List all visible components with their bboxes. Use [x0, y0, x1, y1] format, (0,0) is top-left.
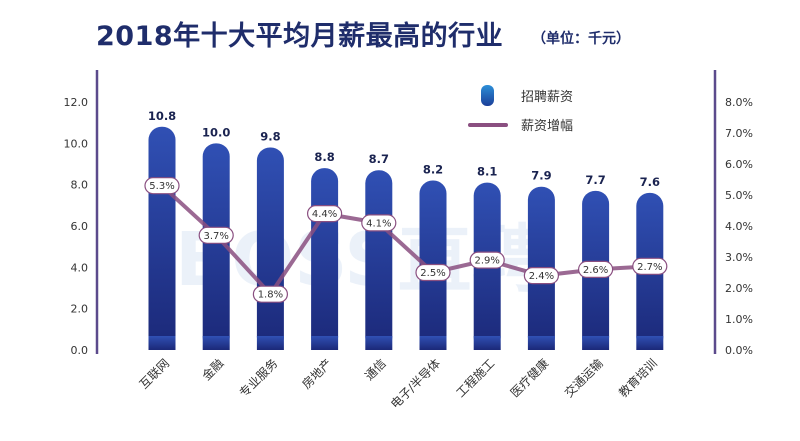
category-label: 交通运输 [561, 356, 606, 401]
bar-base [256, 336, 284, 350]
left-tick-label: 12.0 [64, 96, 89, 109]
bar-base [202, 336, 230, 350]
right-tick-label: 1.0% [725, 313, 753, 326]
unit-label: （单位：千元） [532, 31, 630, 47]
bar-base [582, 336, 610, 350]
bar-base [148, 336, 176, 350]
right-tick-label: 2.0% [725, 282, 753, 295]
growth-point-marker [307, 205, 343, 223]
right-tick-label: 7.0% [725, 127, 753, 140]
category-label: 电子/半导体 [388, 356, 443, 411]
bar-base [419, 336, 447, 350]
category-label: 医疗健康 [507, 356, 552, 401]
bar-base [365, 336, 393, 350]
bar [256, 147, 284, 350]
growth-value-label: 3.7% [203, 231, 228, 242]
right-tick-label: 3.0% [725, 251, 753, 264]
growth-value-label: 2.7% [637, 262, 662, 273]
growth-line [160, 184, 650, 297]
growth-value-label: 2.5% [420, 268, 445, 279]
bar-value-label: 8.1 [477, 165, 497, 179]
legend-bar-label: 招聘薪资 [521, 90, 573, 105]
bar-value-label: 9.8 [260, 129, 280, 143]
category-label: 房地产 [299, 356, 335, 392]
bar-base [636, 336, 664, 350]
legend-bar-swatch [481, 85, 494, 106]
growth-point-marker [252, 285, 288, 303]
growth-point-marker [632, 257, 668, 275]
growth-value-label: 2.6% [583, 265, 608, 276]
growth-point-marker [415, 263, 451, 282]
bar-base [473, 336, 501, 350]
growth-point-marker [523, 267, 560, 285]
bar-value-label: 10.0 [202, 125, 230, 139]
bar [311, 168, 339, 350]
bar-base [527, 336, 555, 350]
left-tick-label: 6.0 [71, 220, 89, 233]
category-label: 金融 [199, 356, 227, 384]
right-tick-label: 8.0% [725, 96, 753, 109]
category-label: 互联网 [137, 356, 172, 391]
bar-value-label: 8.2 [423, 163, 443, 177]
bar-value-label: 8.7 [369, 152, 389, 166]
growth-point-marker [198, 226, 234, 244]
legend-line-label: 薪资增幅 [521, 119, 573, 134]
growth-point-marker [577, 260, 614, 278]
chart-title: 2018年十大平均月薪最高的行业 [96, 21, 504, 52]
growth-value-label: 5.3% [149, 181, 174, 192]
left-tick-label: 10.0 [64, 137, 89, 150]
bar-value-label: 8.8 [314, 150, 334, 164]
right-tick-label: 6.0% [725, 158, 753, 171]
category-label: 通信 [362, 356, 389, 383]
bar [365, 170, 393, 350]
bar-value-label: 10.8 [148, 109, 176, 123]
bar [202, 143, 230, 350]
growth-value-label: 4.1% [366, 218, 391, 229]
left-tick-label: 4.0 [71, 261, 89, 274]
left-tick-label: 8.0 [71, 179, 89, 192]
left-tick-label: 0.0 [71, 344, 89, 357]
growth-value-label: 2.4% [529, 271, 554, 282]
category-label: 教育培训 [615, 356, 660, 401]
left-tick-label: 2.0 [71, 303, 89, 316]
growth-value-label: 1.8% [258, 290, 283, 301]
growth-point-marker [469, 251, 505, 269]
right-tick-label: 0.0% [725, 344, 753, 357]
right-tick-label: 4.0% [725, 220, 753, 233]
bar-value-label: 7.9 [531, 169, 551, 183]
growth-value-label: 4.4% [312, 209, 337, 220]
bar-value-label: 7.7 [585, 173, 605, 187]
right-tick-label: 5.0% [725, 189, 753, 202]
category-label: 专业服务 [236, 356, 281, 401]
bar-base [311, 336, 339, 350]
bar-value-label: 7.6 [640, 175, 660, 189]
category-label: 工程施工 [453, 356, 498, 401]
growth-value-label: 2.9% [474, 256, 499, 267]
growth-point-marker [144, 177, 180, 195]
bar [148, 126, 176, 350]
growth-point-marker [361, 214, 397, 232]
